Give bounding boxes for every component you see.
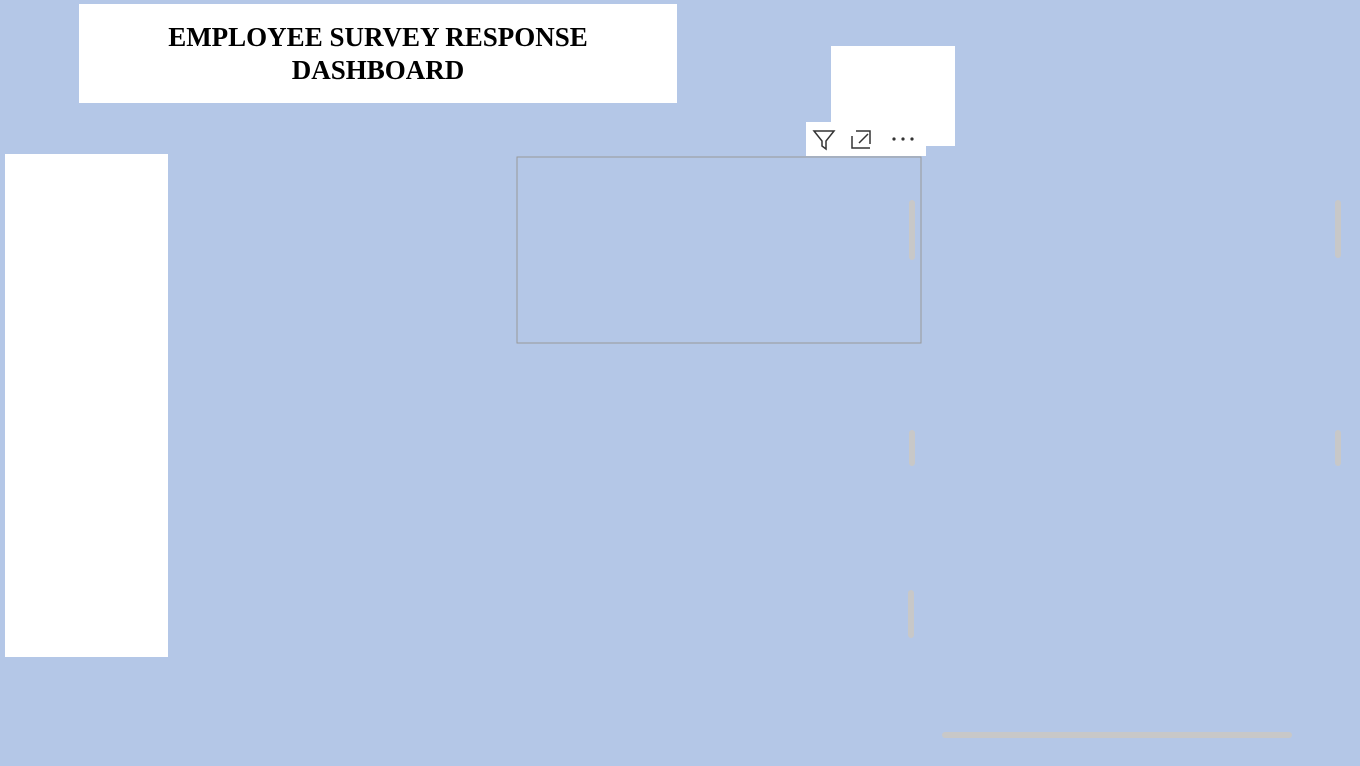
dashboard-title: EMPLOYEE SURVEY RESPONSE DASHBOARD	[79, 4, 677, 103]
filter-panel	[5, 154, 168, 657]
toolbar-icons[interactable]	[806, 122, 926, 156]
visual-toolbar[interactable]	[806, 122, 926, 156]
scrollbars	[908, 200, 1341, 738]
selection-border	[516, 156, 922, 344]
